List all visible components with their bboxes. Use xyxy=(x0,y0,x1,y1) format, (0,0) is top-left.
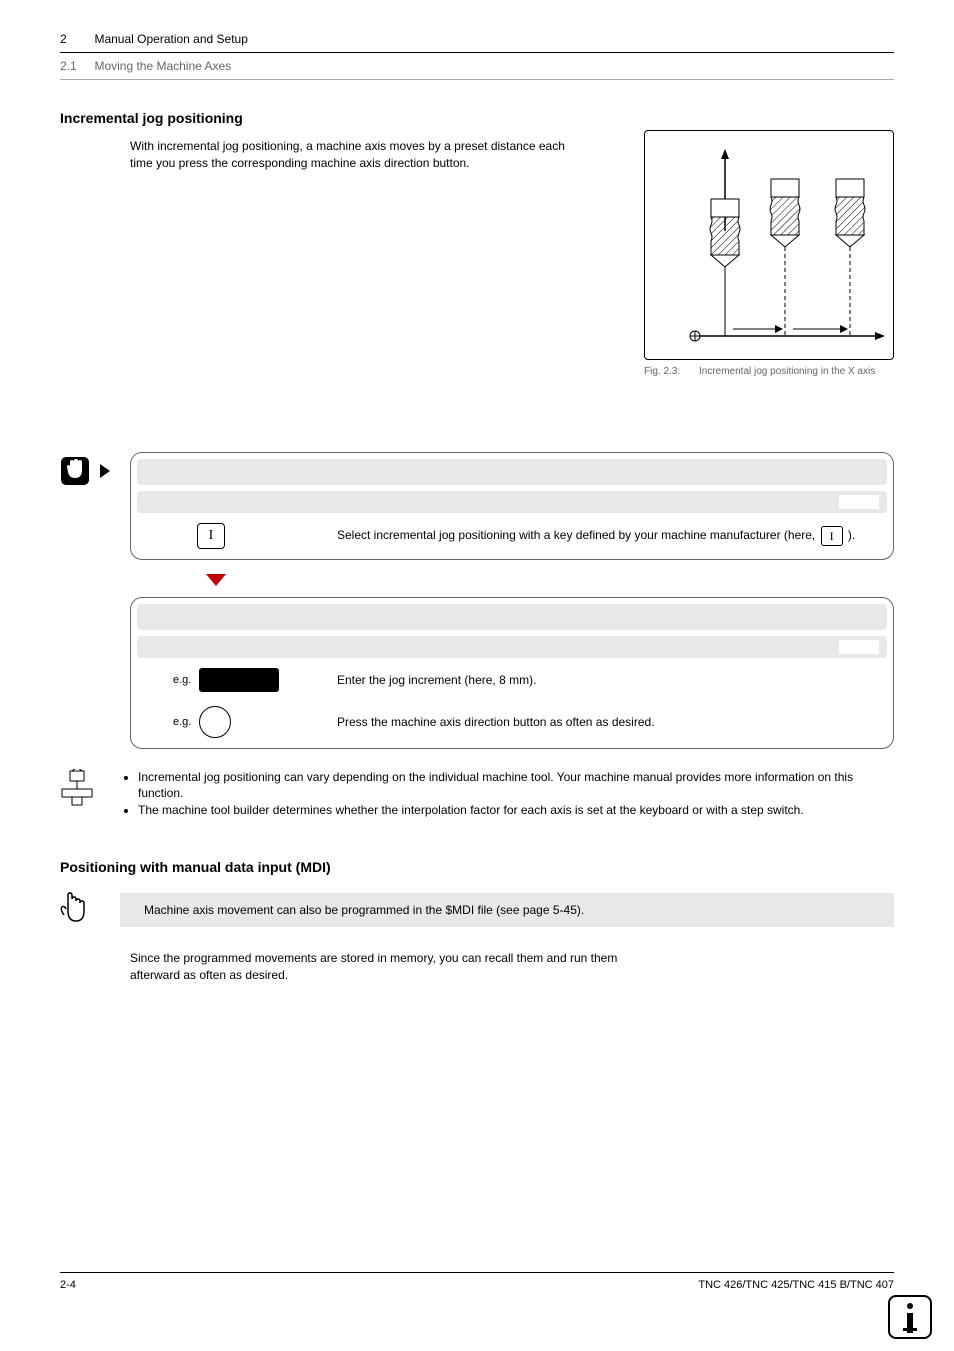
info-icon xyxy=(888,1295,932,1339)
hand-point-icon xyxy=(60,891,90,925)
product-models: TNC 426/TNC 425/TNC 415 B/TNC 407 xyxy=(698,1279,894,1291)
flow-arrow-icon xyxy=(206,574,226,588)
figure-caption: Fig. 2.3: Incremental jog positioning in… xyxy=(644,366,894,377)
section-title: Moving the Machine Axes xyxy=(94,59,231,73)
incremental-body: With incremental jog positioning, a mach… xyxy=(130,138,580,172)
panel-sub-bar xyxy=(137,636,887,658)
chapter-number: 2 xyxy=(60,32,90,46)
note-bullet-1: Incremental jog positioning can vary dep… xyxy=(138,769,894,803)
panel-sub-bar xyxy=(137,491,887,513)
chapter-title: Manual Operation and Setup xyxy=(94,32,247,46)
axis-direction-button[interactable] xyxy=(199,706,231,738)
numeric-key[interactable] xyxy=(199,668,279,692)
eg-label: e.g. xyxy=(173,674,191,686)
mdi-info-box: Machine axis movement can also be progra… xyxy=(120,893,894,927)
figure-caption-text: Incremental jog positioning in the X axi… xyxy=(699,366,875,377)
instruction-panel-1: I Select incremental jog positioning wit… xyxy=(130,452,894,560)
page-header: 2 Manual Operation and Setup xyxy=(60,30,894,53)
figure-container: Fig. 2.3: Incremental jog positioning in… xyxy=(644,130,894,377)
eg-label: e.g. xyxy=(173,716,191,728)
page-number: 2-4 xyxy=(60,1279,76,1291)
figure-frame xyxy=(644,130,894,360)
instruction-panel-2: e.g. Enter the jog increment (here, 8 mm… xyxy=(130,597,894,749)
figure-number: Fig. 2.3: xyxy=(644,366,699,377)
incremental-heading: Incremental jog positioning xyxy=(60,110,894,126)
page-footer: 2-4 TNC 426/TNC 425/TNC 415 B/TNC 407 xyxy=(60,1272,894,1291)
panel-header-bar xyxy=(137,604,887,630)
mdi-body: Since the programmed movements are store… xyxy=(130,950,630,984)
mdi-grey-text: Machine axis movement can also be progra… xyxy=(144,903,584,917)
panel1-description: Select incremental jog positioning with … xyxy=(337,526,887,546)
hand-mode-icon xyxy=(60,456,90,486)
machine-icon xyxy=(60,769,94,807)
note-block: Incremental jog positioning can vary dep… xyxy=(60,769,894,819)
play-triangle-icon xyxy=(98,456,112,486)
section-number: 2.1 xyxy=(60,59,90,73)
mdi-heading: Positioning with manual data input (MDI) xyxy=(60,859,894,875)
panel2-desc1: Enter the jog increment (here, 8 mm). xyxy=(337,671,887,689)
panel2-desc2: Press the machine axis direction button … xyxy=(337,713,887,731)
section-header: 2.1 Moving the Machine Axes xyxy=(60,57,894,80)
i-key[interactable]: I xyxy=(197,523,225,549)
note-bullet-2: The machine tool builder determines whet… xyxy=(138,802,894,819)
panel-header-bar xyxy=(137,459,887,485)
jog-diagram xyxy=(655,141,885,351)
i-key-inline: I xyxy=(821,526,843,546)
